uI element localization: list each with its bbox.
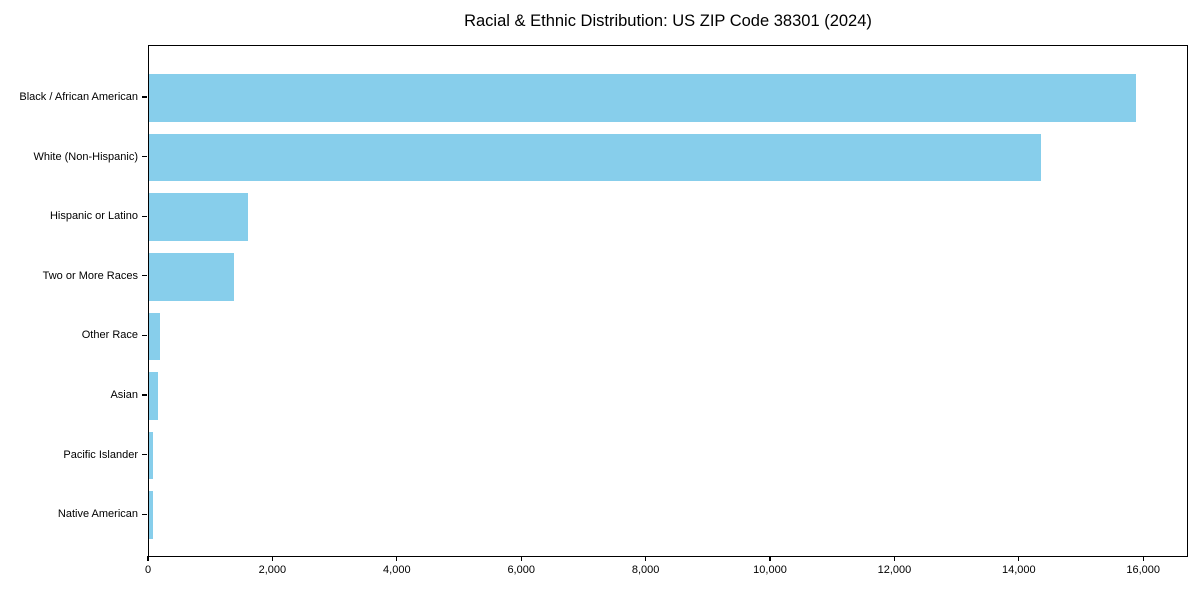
y-tick-label: Two or More Races — [42, 269, 138, 282]
y-tick-label: Hispanic or Latino — [49, 210, 138, 223]
bar — [149, 253, 235, 301]
y-tick-label: Native American — [57, 508, 138, 521]
bar — [149, 74, 1137, 122]
y-tick-mark — [142, 96, 147, 98]
y-tick-label: Black / African American — [19, 91, 138, 103]
y-tick-label: Asian — [110, 389, 138, 401]
x-axis-ticks — [147, 556, 1188, 562]
y-tick-mark — [142, 156, 147, 158]
y-tick-label: Pacific Islander — [63, 448, 138, 461]
x-tick-label: 4,000 — [383, 564, 411, 576]
y-tick-mark — [142, 275, 147, 277]
x-tick-mark — [645, 556, 647, 561]
x-tick-mark — [396, 556, 398, 561]
x-tick-mark — [147, 556, 149, 561]
y-tick-mark — [142, 334, 147, 336]
y-tick-label: Other Race — [81, 329, 138, 342]
chart-title: Racial & Ethnic Distribution: US ZIP Cod… — [464, 12, 872, 30]
bar — [149, 372, 159, 420]
bar — [149, 431, 154, 480]
x-tick-mark — [520, 556, 522, 561]
y-axis-labels: Black / African American White (Non-Hispa… — [0, 45, 141, 557]
bar — [149, 491, 154, 539]
y-tick-mark — [142, 394, 147, 396]
x-tick-label: 10,000 — [753, 564, 787, 576]
y-tick-mark — [142, 215, 147, 217]
x-tick-label: 14,000 — [1001, 564, 1036, 576]
x-tick-mark — [893, 556, 895, 561]
x-tick-label: 6,000 — [507, 564, 535, 576]
y-tick-mark — [142, 454, 147, 456]
y-axis-ticks — [142, 45, 148, 557]
x-tick-label: 16,000 — [1126, 564, 1161, 576]
x-tick-mark — [1142, 556, 1144, 561]
bar — [149, 312, 161, 361]
x-tick-label: 12,000 — [877, 564, 912, 576]
x-tick-mark — [1018, 556, 1020, 561]
bar — [149, 193, 248, 241]
bars — [149, 46, 1187, 556]
bar — [149, 133, 1042, 182]
x-tick-label: 8,000 — [631, 564, 660, 576]
y-tick-label: White (Non-Hispanic) — [33, 150, 138, 163]
x-tick-mark — [769, 556, 771, 561]
x-tick-mark — [271, 556, 273, 561]
x-tick-label: 2,000 — [258, 564, 287, 576]
x-axis-labels: 0 2,000 4,000 6,000 8,000 10,000 12,000 14,000 1… — [144, 564, 1188, 580]
plot-area — [148, 45, 1188, 557]
y-tick-mark — [142, 513, 147, 515]
x-tick-label: 0 — [144, 564, 152, 576]
